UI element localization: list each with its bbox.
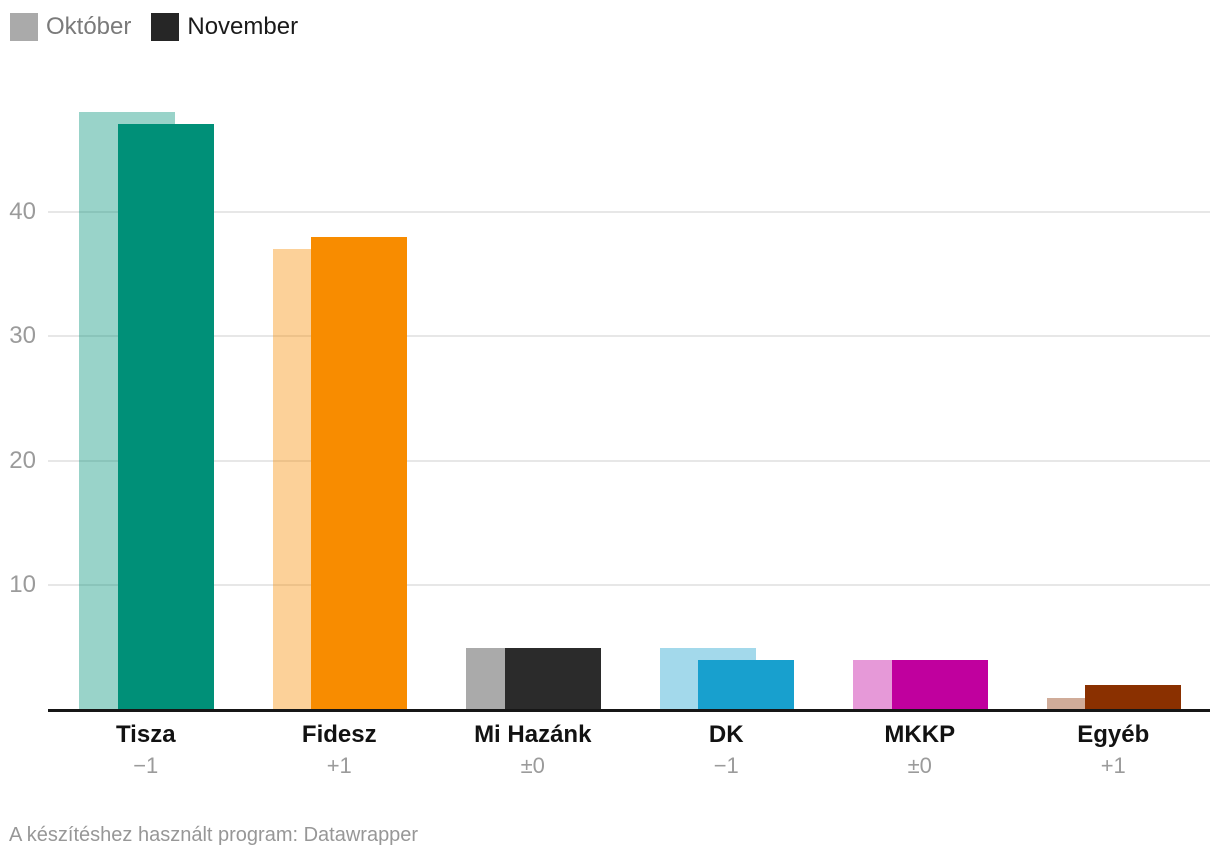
x-label-mi-hazank: Mi Hazánk — [474, 721, 592, 748]
x-label-fidesz: Fidesz — [301, 721, 377, 748]
x-axis-line — [48, 709, 1210, 712]
bar-egyeb-november[interactable] — [1085, 685, 1181, 710]
bar-dk-november[interactable] — [698, 660, 794, 710]
gridline-30 — [48, 335, 1210, 338]
change-label-mkkp: ±0 — [907, 753, 932, 778]
legend-item-november: November — [151, 13, 298, 41]
x-label-egyeb: Egyéb — [1077, 721, 1150, 748]
x-label-dk: DK — [708, 721, 744, 748]
x-label-mkkp: MKKP — [884, 721, 956, 748]
bar-fidesz-november[interactable] — [311, 236, 407, 710]
legend-label-november: November — [187, 13, 299, 40]
change-label-egyeb: +1 — [1100, 753, 1126, 778]
legend-label-oktober: Október — [46, 13, 132, 40]
y-tick-label-40: 40 — [9, 197, 36, 225]
change-label-fidesz: +1 — [326, 753, 352, 778]
legend-swatch-november — [151, 13, 180, 41]
y-tick-label-30: 30 — [9, 322, 36, 350]
y-tick-label-10: 10 — [9, 571, 36, 599]
legend: Október November — [10, 13, 318, 41]
change-label-mi-hazank: ±0 — [520, 753, 545, 778]
bar-tisza-november[interactable] — [117, 124, 214, 710]
footer-attribution: A készítéshez használt program: Datawrap… — [9, 824, 419, 846]
bar-mkkp-november[interactable] — [891, 660, 988, 710]
bar-mi-hazank-november[interactable] — [504, 647, 601, 710]
gridline-20 — [48, 459, 1210, 462]
x-label-tisza: Tisza — [115, 721, 176, 748]
change-label-tisza: −1 — [133, 753, 159, 778]
legend-item-oktober: Október — [10, 13, 131, 41]
y-tick-label-20: 20 — [9, 446, 36, 474]
change-label-dk: −1 — [713, 753, 739, 778]
gridline-40 — [48, 210, 1210, 213]
legend-swatch-oktober — [10, 13, 38, 41]
gridline-10 — [48, 584, 1210, 587]
